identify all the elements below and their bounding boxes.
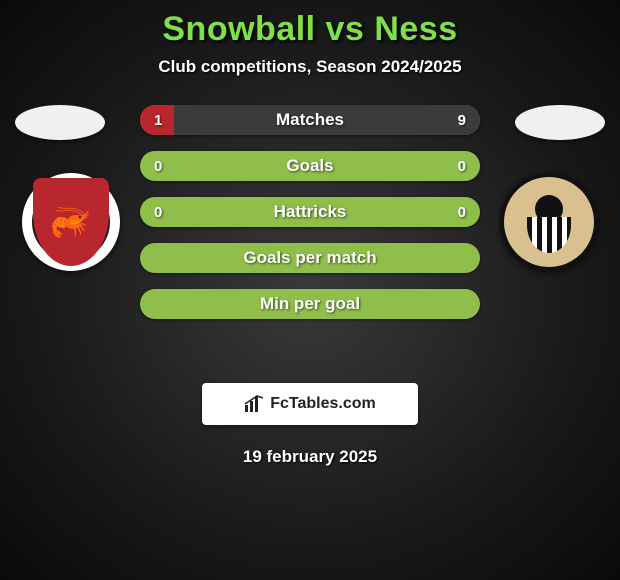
brand-text: FcTables.com <box>270 395 376 413</box>
stat-bar: 00Hattricks <box>140 197 480 227</box>
bar-label: Goals <box>140 151 480 181</box>
stat-bar: 00Goals <box>140 151 480 181</box>
bar-chart-icon <box>244 395 264 413</box>
comparison-date: 19 february 2025 <box>0 447 620 467</box>
shrimp-icon: 🦐 <box>50 202 92 242</box>
bar-label: Min per goal <box>140 289 480 319</box>
stat-bar: Min per goal <box>140 289 480 319</box>
bar-label: Matches <box>140 105 480 135</box>
left-flag <box>15 105 105 140</box>
left-team-crest: 🦐 <box>22 173 120 271</box>
page-title: Snowball vs Ness <box>0 0 620 49</box>
comparison-panel: 🦐 19Matches 00Goals 00Hattricks Goals per m… <box>0 105 620 365</box>
page-subtitle: Club competitions, Season 2024/2025 <box>0 57 620 77</box>
stripes-icon <box>527 217 571 253</box>
brand-badge[interactable]: FcTables.com <box>202 383 418 425</box>
stat-bar: Goals per match <box>140 243 480 273</box>
bar-label: Goals per match <box>140 243 480 273</box>
right-team-crest <box>500 173 598 271</box>
right-flag <box>515 105 605 140</box>
stat-bar: 19Matches <box>140 105 480 135</box>
stat-bars: 19Matches 00Goals 00Hattricks Goals per mat… <box>140 105 480 335</box>
bar-label: Hattricks <box>140 197 480 227</box>
